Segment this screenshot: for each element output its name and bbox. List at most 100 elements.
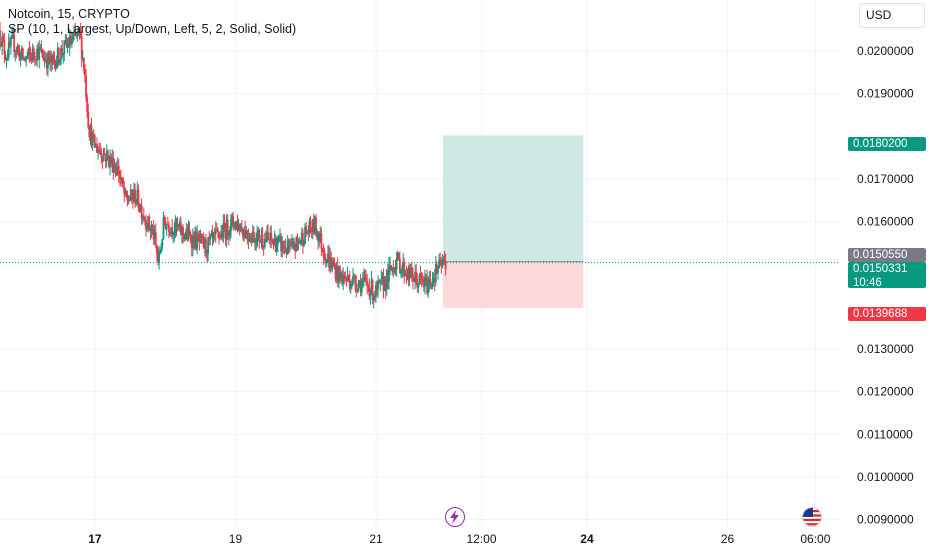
candle-body — [373, 295, 376, 298]
candle-body — [354, 275, 357, 284]
us-flag-icon[interactable] — [802, 507, 822, 527]
candle-body — [226, 219, 229, 235]
candle-body — [12, 34, 14, 36]
candle-body — [386, 269, 389, 282]
candle-body — [357, 283, 360, 290]
candle-body — [185, 228, 188, 236]
candle-body — [295, 236, 298, 250]
price-tick-label: 0.0090000 — [857, 512, 914, 526]
entry-price-label: 0.0150550 — [848, 248, 926, 262]
candle-body — [133, 189, 135, 201]
symbol-title[interactable]: Notcoin, 15, CRYPTO — [8, 7, 130, 21]
candle-body — [42, 57, 45, 61]
candle-body — [436, 264, 438, 274]
lightning-icon[interactable] — [445, 507, 465, 527]
candle-body — [100, 152, 103, 158]
candle-body — [335, 266, 338, 280]
candle-body — [106, 151, 109, 156]
candle-body — [419, 275, 422, 279]
candle-body — [88, 127, 91, 138]
candle-body — [343, 275, 346, 277]
candle-body — [239, 227, 242, 232]
price-tick-label: 0.0120000 — [857, 385, 914, 399]
candle-body — [255, 239, 257, 246]
candle-body — [59, 60, 61, 64]
candle-body — [273, 238, 276, 243]
candle-body — [144, 219, 146, 221]
candle-body — [237, 223, 240, 231]
candle-body — [130, 189, 133, 197]
candle-body — [359, 280, 362, 293]
candle-body — [115, 169, 118, 176]
candle-body — [272, 242, 275, 244]
candle-body — [79, 30, 82, 37]
candles — [0, 21, 447, 309]
candle-body — [385, 269, 388, 290]
candle-body — [8, 42, 11, 46]
candle-body — [383, 279, 386, 292]
candle-body — [3, 40, 6, 55]
candle-body — [41, 49, 44, 58]
candle-body — [230, 218, 232, 232]
candle-body — [213, 232, 216, 234]
candle-body — [421, 279, 424, 283]
candle-body — [402, 262, 405, 268]
candle-body — [286, 240, 289, 254]
candle-body — [135, 200, 138, 204]
time-axis: 17 19 21 12:00 24 26 06:00 — [88, 532, 831, 546]
current-price-label: 0.0150331 10:46 — [848, 262, 926, 289]
candle-body — [382, 276, 385, 292]
candle-body — [283, 247, 286, 249]
candle-body — [334, 267, 337, 280]
candle-body — [30, 55, 33, 61]
indicator-legend[interactable]: SP (10, 1, Largest, Up/Down, Left, 5, 2,… — [8, 22, 297, 36]
candle-body — [341, 273, 344, 284]
candle-body — [173, 231, 176, 235]
candle-body — [278, 236, 280, 238]
time-tick-label: 26 — [721, 532, 735, 546]
candle-body — [69, 36, 72, 44]
candle-body — [279, 236, 281, 238]
candle-body — [380, 278, 383, 281]
candle-body — [301, 232, 304, 246]
candle-body — [325, 259, 328, 264]
candle-body — [9, 38, 12, 46]
candle-body — [381, 276, 384, 279]
candle-body — [77, 27, 80, 32]
candle-body — [297, 240, 300, 242]
candle-body — [56, 48, 59, 63]
candle-body — [422, 282, 425, 287]
currency-button[interactable]: USD — [859, 3, 925, 28]
candle-body — [378, 281, 381, 283]
candle-body — [162, 217, 165, 240]
candle-body — [405, 274, 408, 276]
candle-body — [259, 240, 262, 242]
candle-body — [299, 240, 302, 244]
candle-body — [137, 189, 140, 209]
candle-body — [374, 285, 377, 298]
candle-body — [92, 134, 95, 136]
candle-body — [134, 189, 137, 204]
candle-body — [372, 295, 375, 300]
candle-body — [393, 267, 396, 273]
candle-body — [53, 58, 56, 62]
candle-body — [360, 282, 363, 293]
candle-body — [288, 245, 291, 250]
candle-body — [136, 189, 139, 201]
candle-body — [396, 252, 399, 260]
candle-body — [6, 57, 9, 59]
price-tick-label: 0.0160000 — [857, 214, 914, 228]
candle-body — [36, 48, 38, 61]
candle-body — [397, 252, 400, 259]
candle-body — [267, 232, 269, 239]
candle-body — [312, 219, 315, 234]
candle-body — [116, 166, 119, 176]
candle-body — [202, 237, 205, 248]
candle-body — [258, 229, 261, 242]
candle-body — [416, 279, 419, 288]
candle-body — [40, 49, 43, 51]
candle-body — [400, 270, 402, 274]
candle-body — [153, 232, 156, 240]
candle-body — [76, 31, 79, 36]
